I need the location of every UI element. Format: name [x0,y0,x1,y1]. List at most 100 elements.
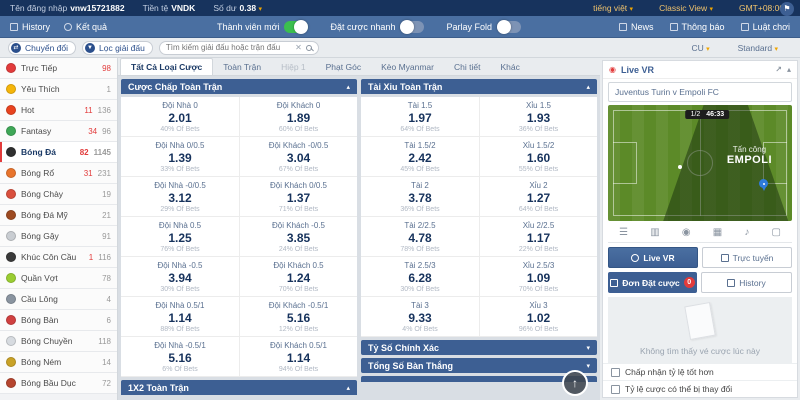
odds-cell-home[interactable]: Đội Nhà 0.5/1 1.14 88% Of Bets [121,297,239,336]
sidebar-sport-item[interactable]: Bóng Chày 19 [0,184,117,205]
collapse-icon[interactable]: ▴ [586,83,590,91]
nav-link[interactable]: Thông báo [669,22,725,32]
odds-type-dropdown[interactable]: CU ▾ [691,43,709,53]
sidebar-sport-item[interactable]: Bóng Gậy 91 [0,226,117,247]
odds-cell-under[interactable]: Xỉu 1.5/2 1.60 55% Of Bets [479,137,597,176]
sidebar-sport-item[interactable]: Bóng Bầu Dục 72 [0,373,117,394]
odds-cell-under[interactable]: Xỉu 1.5 1.93 36% Of Bets [479,97,597,136]
toggle-switch[interactable] [400,19,425,34]
sidebar-sport-item[interactable]: Bóng Đá 82 1145 [0,142,117,163]
odds-cell-home[interactable]: Đội Nhà 0.5 1.25 76% Of Bets [121,217,239,256]
view-dropdown[interactable]: Classic View ▾ [659,3,713,13]
betslip-option-row[interactable]: Chấp nhận tỷ lệ tốt hơn [603,363,797,380]
odds-cell-under[interactable]: Xỉu 2 1.27 64% Of Bets [479,177,597,216]
collapse-icon[interactable]: ▴ [346,384,350,392]
market-tab[interactable]: Toàn Trận [213,59,271,75]
expand-icon[interactable]: ↗ [775,65,782,74]
collapsed-panel-header[interactable]: Tỷ Số Chính Xác ▾ [361,340,597,355]
overunder-panel-header[interactable]: Tài Xỉu Toàn Trận ▴ [361,79,597,94]
odds-cell-over[interactable]: Tài 1.5 1.97 64% Of Bets [361,97,479,136]
search-icon[interactable] [305,44,312,51]
odds-cell-home[interactable]: Đội Nhà 0/0.5 1.39 33% Of Bets [121,137,239,176]
sidebar-sport-item[interactable]: Bóng Rổ 31 231 [0,163,117,184]
odds-cell-home[interactable]: Đội Nhà -0.5/1 5.16 6% Of Bets [121,337,239,376]
match-selector[interactable]: Juventus Turin v Empoli FC [608,82,792,102]
toggle-switch[interactable] [284,19,309,34]
collapse-icon[interactable]: ▴ [786,65,791,74]
odds-cell-away[interactable]: Đội Khách -0/0.5 3.04 67% Of Bets [239,137,357,176]
collapsed-panel-header[interactable]: Tổng Số Bàn Thắng ▾ [361,358,597,373]
expand-icon[interactable]: ▾ [586,362,590,370]
bets-percentage: 64% Of Bets [400,126,440,133]
stats-icon[interactable]: ▥ [650,227,660,238]
odds-cell-under[interactable]: Xỉu 2.5/3 1.09 70% Of Bets [479,257,597,296]
handicap-panel-header[interactable]: Cược Chấp Toàn Trận ▴ [121,79,357,94]
market-tab[interactable]: Kèo Myanmar [371,59,444,75]
history-tab[interactable]: History [701,272,792,293]
odds-cell-home[interactable]: Đội Nhà -0/0.5 3.12 29% Of Bets [121,177,239,216]
sidebar-sport-item[interactable]: Hot 11 136 [0,100,117,121]
market-tab[interactable]: Khác [490,59,529,75]
odds-cell-away[interactable]: Đội Khách 0 1.89 60% Of Bets [239,97,357,136]
sidebar-sport-item[interactable]: Yêu Thích 1 [0,79,117,100]
sidebar-sport-item[interactable]: Cầu Lông 4 [0,289,117,310]
collapse-icon[interactable]: ▴ [346,83,350,91]
watch-icon[interactable]: ◉ [681,227,691,238]
odds-cell-away[interactable]: Đội Khách 0.5/1 1.14 94% Of Bets [239,337,357,376]
expand-icon[interactable]: ▾ [586,344,590,352]
odds-cell-over[interactable]: Tài 2.5/3 6.28 30% Of Bets [361,257,479,296]
league-filter-button[interactable]: ▼ Lọc giải đấu [82,40,153,55]
market-tab[interactable]: Chi tiết [444,59,490,75]
sidebar-sport-item[interactable]: Bóng Ném 14 [0,352,117,373]
clear-search-icon[interactable]: ✕ [295,43,302,52]
switch-view-button[interactable]: ⇄ Chuyển đổi [8,40,77,55]
checkbox[interactable] [611,367,620,377]
online-stream-button[interactable]: Trực tuyến [702,247,792,268]
nav-link[interactable]: Luật chơi [740,22,790,32]
odds-cell-over[interactable]: Tài 2/2.5 4.78 78% Of Bets [361,217,479,256]
betslip-count-badge: 0 [683,277,695,288]
odds-cell-away[interactable]: Đội Khách -0.5 3.85 24% Of Bets [239,217,357,256]
nav-link[interactable]: News [619,22,654,32]
scroll-to-top-button[interactable]: ↑ [562,370,588,396]
sidebar-sport-item[interactable]: Bóng Bàn 6 [0,310,117,331]
search-input[interactable] [165,43,292,52]
odds-cell-under[interactable]: Xỉu 3 1.02 96% Of Bets [479,297,597,336]
odds-cell-over[interactable]: Tài 1.5/2 2.42 45% Of Bets [361,137,479,176]
tv-icon[interactable]: ▢ [771,227,781,238]
checkbox[interactable] [611,384,620,394]
view-mode-dropdown[interactable]: Standard ▾ [738,43,778,53]
betslip-option-row[interactable]: Tỷ lệ cược có thể bị thay đổi [603,380,797,397]
market-tab[interactable]: Phạt Góc [316,59,371,75]
sidebar-sport-item[interactable]: Trực Tiếp 98 [0,58,117,79]
odds-cell-away[interactable]: Đội Khách 0.5 1.24 70% Of Bets [239,257,357,296]
language-dropdown[interactable]: tiếng việt ▾ [593,3,633,13]
sidebar-sport-item[interactable]: Fantasy 34 96 [0,121,117,142]
market-tab[interactable]: Hiệp 1 [271,59,316,75]
odds-cell-away[interactable]: Đội Khách -0.5/1 5.16 12% Of Bets [239,297,357,336]
sidebar-sport-item[interactable]: Quần Vợt 78 [0,268,117,289]
sidebar-sport-item[interactable]: Khúc Côn Cầu 1 116 [0,247,117,268]
odds-cell-under[interactable]: Xỉu 2/2.5 1.17 22% Of Bets [479,217,597,256]
odds-cell-over[interactable]: Tài 3 9.33 4% Of Bets [361,297,479,336]
grid-icon[interactable]: ▦ [712,227,723,238]
sport-label: Bóng Đá Mỹ [21,210,68,220]
promotion-icon[interactable]: ⚑ [780,2,794,16]
results-button[interactable]: Kết quả [64,22,107,32]
lineup-icon[interactable]: ☰ [619,227,629,238]
selection-label: Xỉu 2 [529,181,548,190]
odds-cell-away[interactable]: Đội Khách 0/0.5 1.37 71% Of Bets [239,177,357,216]
1x2-panel-header[interactable]: 1X2 Toàn Trận ▴ [121,380,357,395]
toggle-switch[interactable] [496,19,521,34]
audio-icon[interactable]: ♪ [744,227,750,238]
sidebar-sport-item[interactable]: Bóng Chuyền 118 [0,331,117,352]
odds-cell-over[interactable]: Tài 2 3.78 36% Of Bets [361,177,479,216]
betslip-tab[interactable]: Đơn Đặt cược 0 [608,272,697,293]
history-button[interactable]: History [10,22,50,32]
market-tab[interactable]: Tất Cả Loại Cược [120,58,214,75]
odds-cell-home[interactable]: Đội Nhà 0 2.01 40% Of Bets [121,97,239,136]
odds-cell-home[interactable]: Đội Nhà -0.5 3.94 30% Of Bets [121,257,239,296]
live-vr-button[interactable]: Live VR [608,247,698,268]
sidebar-sport-item[interactable]: Bóng Đá Mỹ 21 [0,205,117,226]
balance-dropdown[interactable]: Số dư 0.38 ▾ [213,3,262,13]
